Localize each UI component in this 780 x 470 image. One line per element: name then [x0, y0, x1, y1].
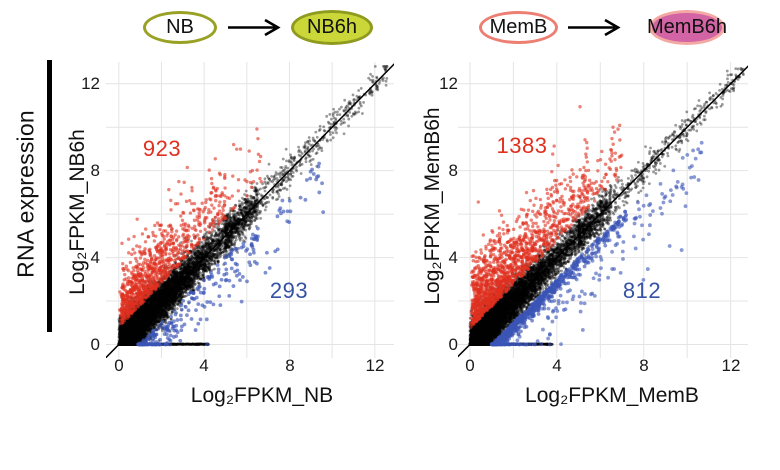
y-tick-label: 12: [81, 74, 100, 93]
y-axis-title-memb6h: Log₂FPKM_MemB6h: [421, 107, 444, 305]
nb-scatter-plot: [106, 62, 394, 358]
up-count-memb6h: 1383: [496, 133, 548, 158]
x-tick-label: 4: [199, 356, 209, 375]
right-arrow-icon: [568, 18, 621, 37]
x-tick-label: 4: [552, 356, 562, 375]
nb6h-ellipse: NB6h: [291, 10, 373, 45]
up-count-nb6h: 923: [142, 136, 182, 161]
memb-label: MemB: [489, 16, 548, 38]
right-arrow-icon: [228, 18, 281, 37]
row-label: RNA expression: [12, 110, 39, 278]
row-divider-bar: [47, 60, 52, 332]
x-tick-label: 12: [365, 356, 385, 375]
memb6h-ellipse: MemB6h: [646, 10, 728, 45]
y-tick-label: 12: [439, 74, 458, 93]
y-tick-label: 8: [90, 161, 100, 180]
memb-scatter-plot: [458, 62, 748, 358]
down-count-nb6h: 293: [269, 278, 309, 303]
nb-ellipse: NB: [143, 11, 217, 44]
memb-ellipse: MemB: [479, 11, 558, 44]
memb6h-label: MemB6h: [646, 16, 728, 38]
x-axis-title-nb: Log₂FPKM_NB: [190, 384, 334, 407]
nb-label: NB: [166, 16, 194, 38]
x-tick-label: 12: [721, 356, 741, 375]
x-tick-label: 8: [285, 356, 295, 375]
y-tick-label: 8: [448, 161, 458, 180]
x-tick-label: 0: [465, 356, 475, 375]
y-axis-title-nb6h: Log₂FPKM_NB6h: [66, 129, 89, 295]
x-axis-title-memb: Log₂FPKM_MemB: [525, 384, 699, 407]
x-tick-label: 0: [114, 356, 124, 375]
x-tick-label: 8: [639, 356, 649, 375]
down-count-memb6h: 812: [622, 278, 662, 303]
y-tick-label: 0: [90, 335, 100, 354]
nb6h-label: NB6h: [306, 16, 358, 38]
y-tick-label: 4: [448, 248, 458, 267]
y-tick-label: 0: [448, 335, 458, 354]
y-tick-label: 4: [90, 248, 100, 267]
